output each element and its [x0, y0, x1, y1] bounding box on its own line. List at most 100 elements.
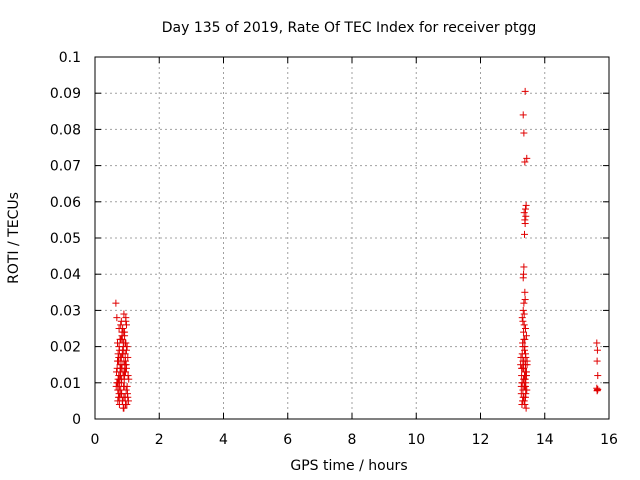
- data-point: [593, 346, 601, 354]
- data-point: [521, 216, 529, 224]
- x-tick-label: 16: [600, 432, 618, 448]
- data-point: [521, 393, 529, 401]
- data-point: [519, 357, 527, 365]
- y-tick-label: 0: [72, 412, 81, 428]
- y-tick-label: 0.02: [50, 340, 81, 356]
- data-point: [522, 332, 530, 340]
- y-tick-label: 0.07: [50, 159, 81, 175]
- data-point: [119, 368, 127, 376]
- data-point: [122, 314, 130, 322]
- data-point: [122, 361, 130, 369]
- y-tick-label: 0.08: [50, 122, 81, 138]
- y-tick-labels: 0 0.01 0.02 0.03 0.04 0.05 0.06 0.07 0.08 0.09 0.1: [50, 50, 81, 428]
- data-point: [523, 154, 531, 162]
- data-point: [120, 382, 128, 390]
- data-point: [519, 339, 527, 347]
- data-point: [518, 379, 526, 387]
- data-point: [521, 368, 529, 376]
- data-point: [521, 158, 529, 166]
- data-point: [520, 375, 528, 383]
- x-tick-label: 14: [536, 432, 554, 448]
- data-point: [520, 310, 528, 318]
- data-point: [521, 205, 529, 213]
- data-point: [521, 296, 529, 304]
- data-point: [520, 335, 528, 343]
- data-point: [117, 364, 125, 372]
- data-point: [115, 401, 123, 409]
- data-point: [521, 230, 529, 238]
- chart-title: Day 135 of 2019, Rate Of TEC Index for r…: [162, 20, 537, 36]
- data-point: [116, 335, 124, 343]
- data-point: [114, 397, 122, 405]
- axis-ticks: [94, 56, 610, 420]
- x-tick-label: 0: [91, 432, 100, 448]
- data-point: [518, 364, 526, 372]
- data-point: [520, 328, 528, 336]
- data-point: [594, 385, 602, 393]
- y-tick-label: 0.01: [50, 376, 81, 392]
- data-point: [124, 397, 132, 405]
- data-point: [518, 314, 526, 322]
- y-tick-label: 0.03: [50, 303, 81, 319]
- data-point: [119, 404, 127, 412]
- data-point: [521, 343, 529, 351]
- data-point: [521, 401, 529, 409]
- data-point: [121, 372, 129, 380]
- x-tick-label: 6: [283, 432, 292, 448]
- y-tick-label: 0.1: [59, 50, 81, 66]
- data-points: [112, 87, 602, 412]
- data-point: [521, 382, 529, 390]
- data-point: [521, 288, 529, 296]
- x-tick-label: 8: [348, 432, 357, 448]
- data-point: [124, 393, 132, 401]
- data-point: [522, 404, 530, 412]
- data-point: [113, 339, 121, 347]
- data-point: [114, 393, 122, 401]
- data-point: [124, 353, 132, 361]
- data-point: [520, 263, 528, 271]
- data-point: [112, 299, 120, 307]
- data-point: [119, 346, 127, 354]
- data-point: [523, 361, 531, 369]
- x-tick-labels: 0 2 4 6 8 10 12 14 16: [91, 432, 618, 448]
- data-point: [593, 339, 601, 347]
- data-point: [520, 209, 528, 217]
- data-point: [521, 87, 529, 95]
- data-point: [520, 129, 528, 137]
- y-tick-label: 0.09: [50, 86, 81, 102]
- data-point: [522, 201, 530, 209]
- y-tick-label: 0.06: [50, 195, 81, 211]
- data-point: [519, 274, 527, 282]
- data-point: [522, 372, 530, 380]
- data-point: [594, 372, 602, 380]
- x-axis-label: GPS time / hours: [290, 458, 407, 474]
- x-tick-label: 12: [472, 432, 490, 448]
- data-point: [519, 317, 527, 325]
- x-tick-label: 10: [407, 432, 425, 448]
- data-point: [117, 321, 125, 329]
- data-point: [117, 390, 125, 398]
- data-point: [522, 386, 530, 394]
- data-point: [520, 299, 528, 307]
- data-point: [521, 350, 529, 358]
- data-point: [120, 310, 128, 318]
- data-point: [114, 386, 122, 394]
- data-point: [520, 397, 528, 405]
- data-point: [122, 357, 130, 365]
- data-point: [116, 375, 124, 383]
- y-tick-label: 0.04: [50, 267, 81, 283]
- data-point: [522, 212, 530, 220]
- data-point: [593, 387, 601, 395]
- y-axis-label: ROTI / TECUs: [6, 192, 22, 284]
- data-point: [119, 325, 127, 332]
- y-tick-label: 0.05: [50, 231, 81, 247]
- data-point: [122, 401, 130, 409]
- data-point: [118, 332, 126, 340]
- data-point: [115, 353, 123, 361]
- data-point: [593, 357, 601, 365]
- data-point: [519, 306, 527, 314]
- data-point: [119, 328, 127, 336]
- x-tick-label: 2: [155, 432, 164, 448]
- data-point: [521, 325, 529, 332]
